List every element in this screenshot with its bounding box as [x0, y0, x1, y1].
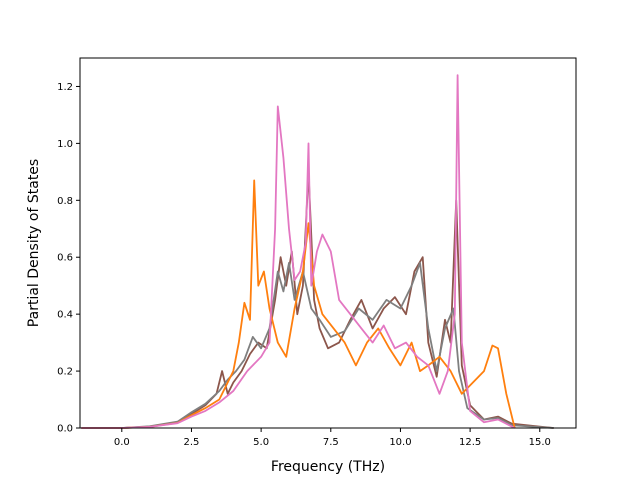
y-tick-label: 0.4	[57, 310, 73, 321]
x-tick-label: 10.0	[389, 437, 411, 448]
plot-frame	[79, 57, 577, 429]
x-tick-label: 0.0	[114, 437, 130, 448]
series-line-3	[81, 179, 516, 429]
y-axis-ticks: 0.0 0.2 0.4 0.6 0.8 1.0 1.2	[57, 82, 80, 435]
x-tick-label: 7.5	[323, 437, 339, 448]
series-line-2	[81, 262, 554, 429]
y-tick-label: 0.8	[57, 196, 73, 207]
x-tick-label: 2.5	[184, 437, 200, 448]
x-tick-label: 12.5	[459, 437, 481, 448]
series-line-1	[81, 170, 554, 429]
x-tick-label: 15.0	[529, 437, 551, 448]
x-tick-label: 5.0	[253, 437, 269, 448]
y-tick-label: 0.2	[57, 367, 73, 378]
series-layer	[81, 74, 554, 429]
y-tick-label: 1.2	[57, 82, 73, 93]
y-tick-label: 0.0	[57, 424, 73, 435]
series-line-4	[81, 74, 516, 429]
y-tick-label: 0.6	[57, 253, 73, 264]
y-tick-label: 1.0	[57, 139, 73, 150]
x-axis-ticks: 0.0 2.5 5.0 7.5 10.0 12.5 15.0	[114, 428, 551, 448]
y-axis-label: Partial Density of States	[26, 159, 42, 327]
x-axis-label: Frequency (THz)	[271, 459, 385, 475]
